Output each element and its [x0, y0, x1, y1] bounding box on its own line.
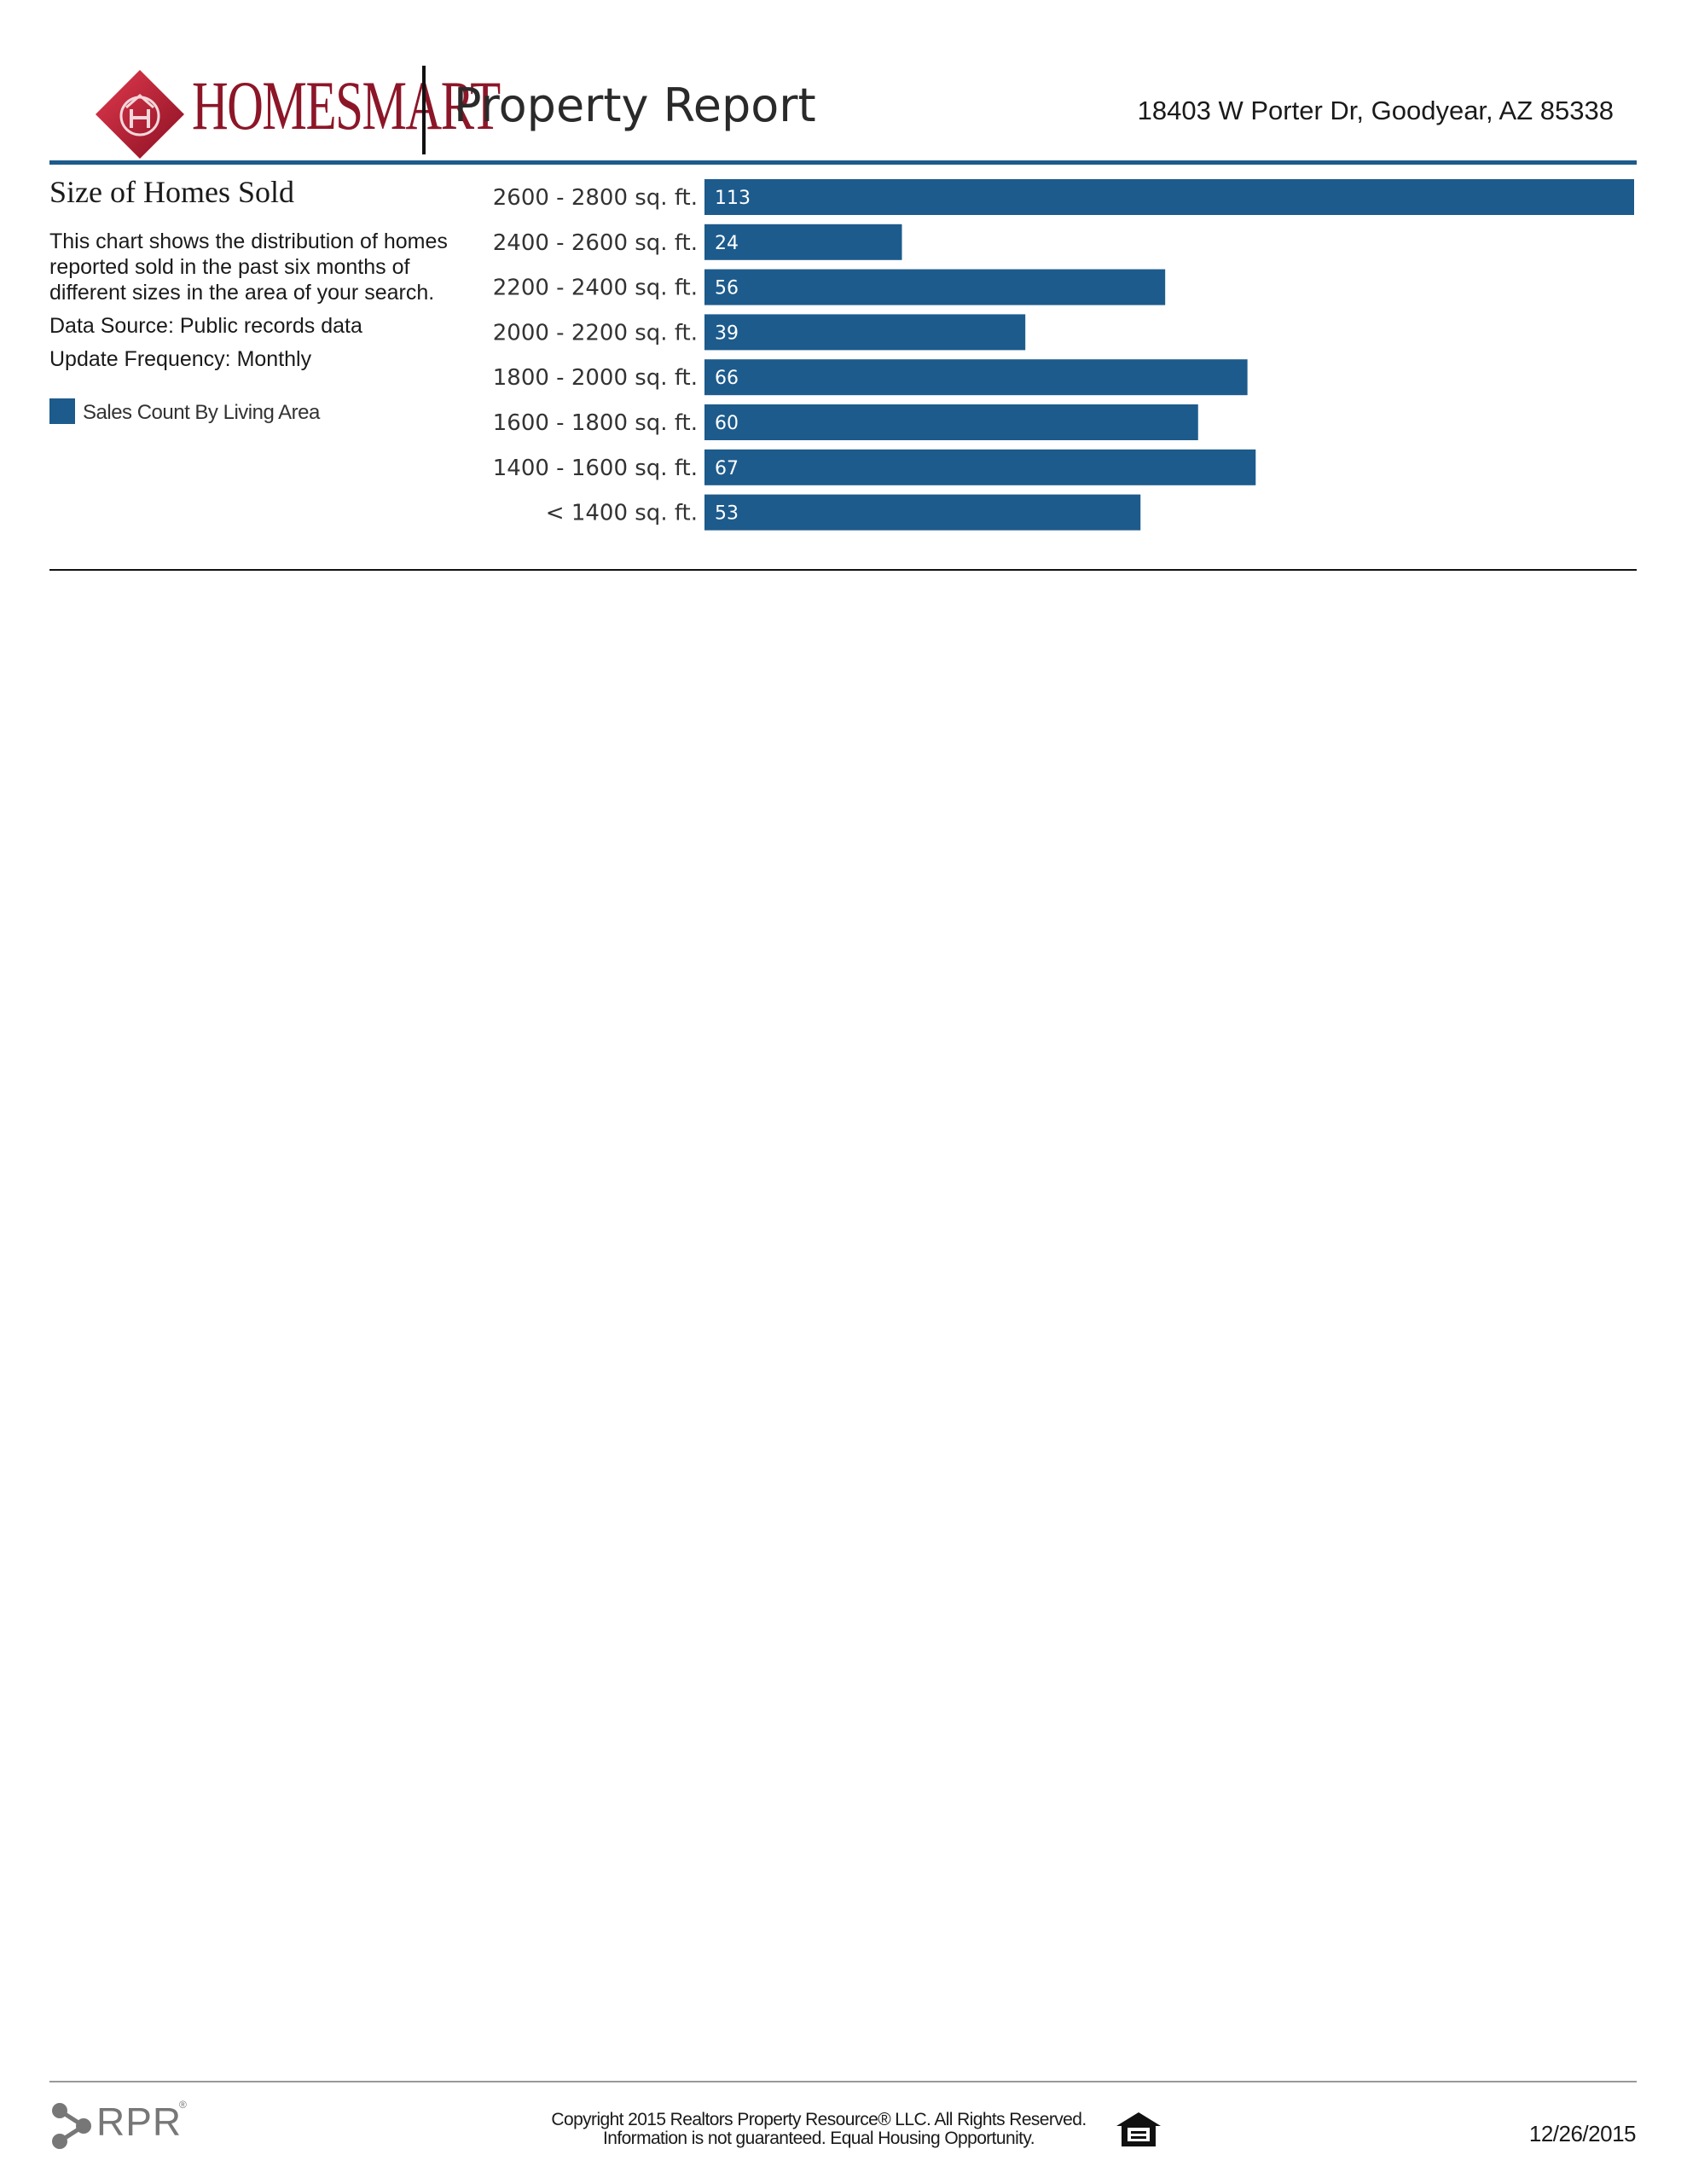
bar — [704, 359, 1248, 396]
report-header: HOMESMART Property Report 18403 W Porter… — [0, 0, 1687, 166]
rpr-molecule-icon — [52, 2103, 91, 2149]
bar — [704, 494, 1141, 531]
data-label: 53 — [715, 503, 739, 525]
property-address: 18403 W Porter Dr, Goodyear, AZ 85338 — [1137, 96, 1614, 125]
bar — [704, 314, 1026, 351]
section-rule — [49, 569, 1637, 571]
header-rule — [49, 160, 1637, 165]
data-label: 24 — [715, 233, 739, 254]
bar — [704, 269, 1166, 305]
legend-swatch — [49, 398, 75, 424]
bar — [704, 404, 1198, 440]
category-label: 1400 - 1600 sq. ft. — [493, 456, 698, 481]
rpr-wordmark: RPR — [96, 2100, 183, 2144]
data-label: 56 — [715, 278, 739, 299]
category-label: 2000 - 2200 sq. ft. — [493, 320, 698, 346]
footer-rule — [49, 2081, 1637, 2082]
bar — [704, 179, 1634, 215]
category-label: 1800 - 2000 sq. ft. — [493, 365, 698, 391]
homesmart-logo: HOMESMART — [94, 64, 501, 159]
legend-label: Sales Count By Living Area — [83, 401, 320, 424]
data-label: 67 — [715, 458, 739, 479]
homesmart-wordmark: HOMESMART — [192, 67, 501, 144]
report-title: Property Report — [454, 78, 816, 132]
update-frequency: Update Frequency: Monthly — [49, 347, 312, 371]
category-label: < 1400 sq. ft. — [546, 501, 698, 526]
footer-copyright: Copyright 2015 Realtors Property Resourc… — [512, 2111, 1126, 2148]
category-label: 1600 - 1800 sq. ft. — [493, 410, 698, 436]
copyright-line-2: Information is not guaranteed. Equal Hou… — [603, 2129, 1035, 2148]
report-date: 12/26/2015 — [1528, 2121, 1637, 2146]
data-label: 66 — [715, 368, 739, 389]
chart-description: This chart shows the distribution of hom… — [49, 229, 448, 305]
bar — [704, 449, 1256, 485]
equal-housing-icon — [1116, 2112, 1161, 2146]
category-label: 2600 - 2800 sq. ft. — [493, 185, 698, 211]
rpr-logo: RPR ® — [49, 2099, 194, 2150]
section-title: Size of Homes Sold — [49, 175, 294, 209]
data-label: 60 — [715, 413, 739, 434]
copyright-line-1: Copyright 2015 Realtors Property Resourc… — [551, 2110, 1087, 2129]
data-label: 39 — [715, 322, 739, 344]
size-of-homes-bar-chart: 2600 - 2800 sq. ft. 113 2400 - 2600 sq. ft… — [493, 179, 1634, 531]
homesmart-diamond-icon — [96, 70, 184, 159]
category-label: 2400 - 2600 sq. ft. — [493, 230, 698, 256]
bar — [704, 224, 902, 260]
registered-mark: ® — [179, 2099, 187, 2111]
data-label: 113 — [715, 188, 751, 209]
data-source: Data Source: Public records data — [49, 314, 362, 338]
header-divider — [422, 66, 426, 154]
category-label: 2200 - 2400 sq. ft. — [493, 276, 698, 301]
